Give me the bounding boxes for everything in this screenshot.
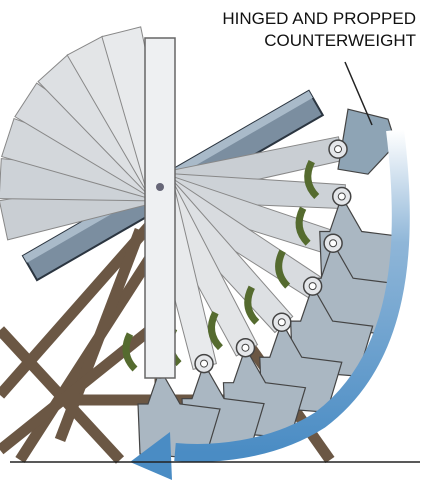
counterweight bbox=[308, 162, 402, 287]
hinge-pin bbox=[309, 283, 316, 290]
pivot bbox=[156, 183, 164, 191]
hinge-pin bbox=[242, 344, 249, 351]
hinge-pin bbox=[330, 240, 337, 247]
hinge-pin bbox=[335, 146, 342, 153]
trebuchet-diagram: HINGED AND PROPPED COUNTERWEIGHT bbox=[0, 0, 427, 490]
upright-arm bbox=[145, 38, 175, 378]
label-line: COUNTERWEIGHT bbox=[264, 31, 416, 50]
counterweight bbox=[329, 109, 396, 174]
hinge-pin bbox=[278, 319, 285, 326]
label-line: HINGED AND PROPPED bbox=[222, 9, 416, 28]
hinge-pin bbox=[201, 360, 208, 367]
hinge-pin bbox=[338, 193, 345, 200]
